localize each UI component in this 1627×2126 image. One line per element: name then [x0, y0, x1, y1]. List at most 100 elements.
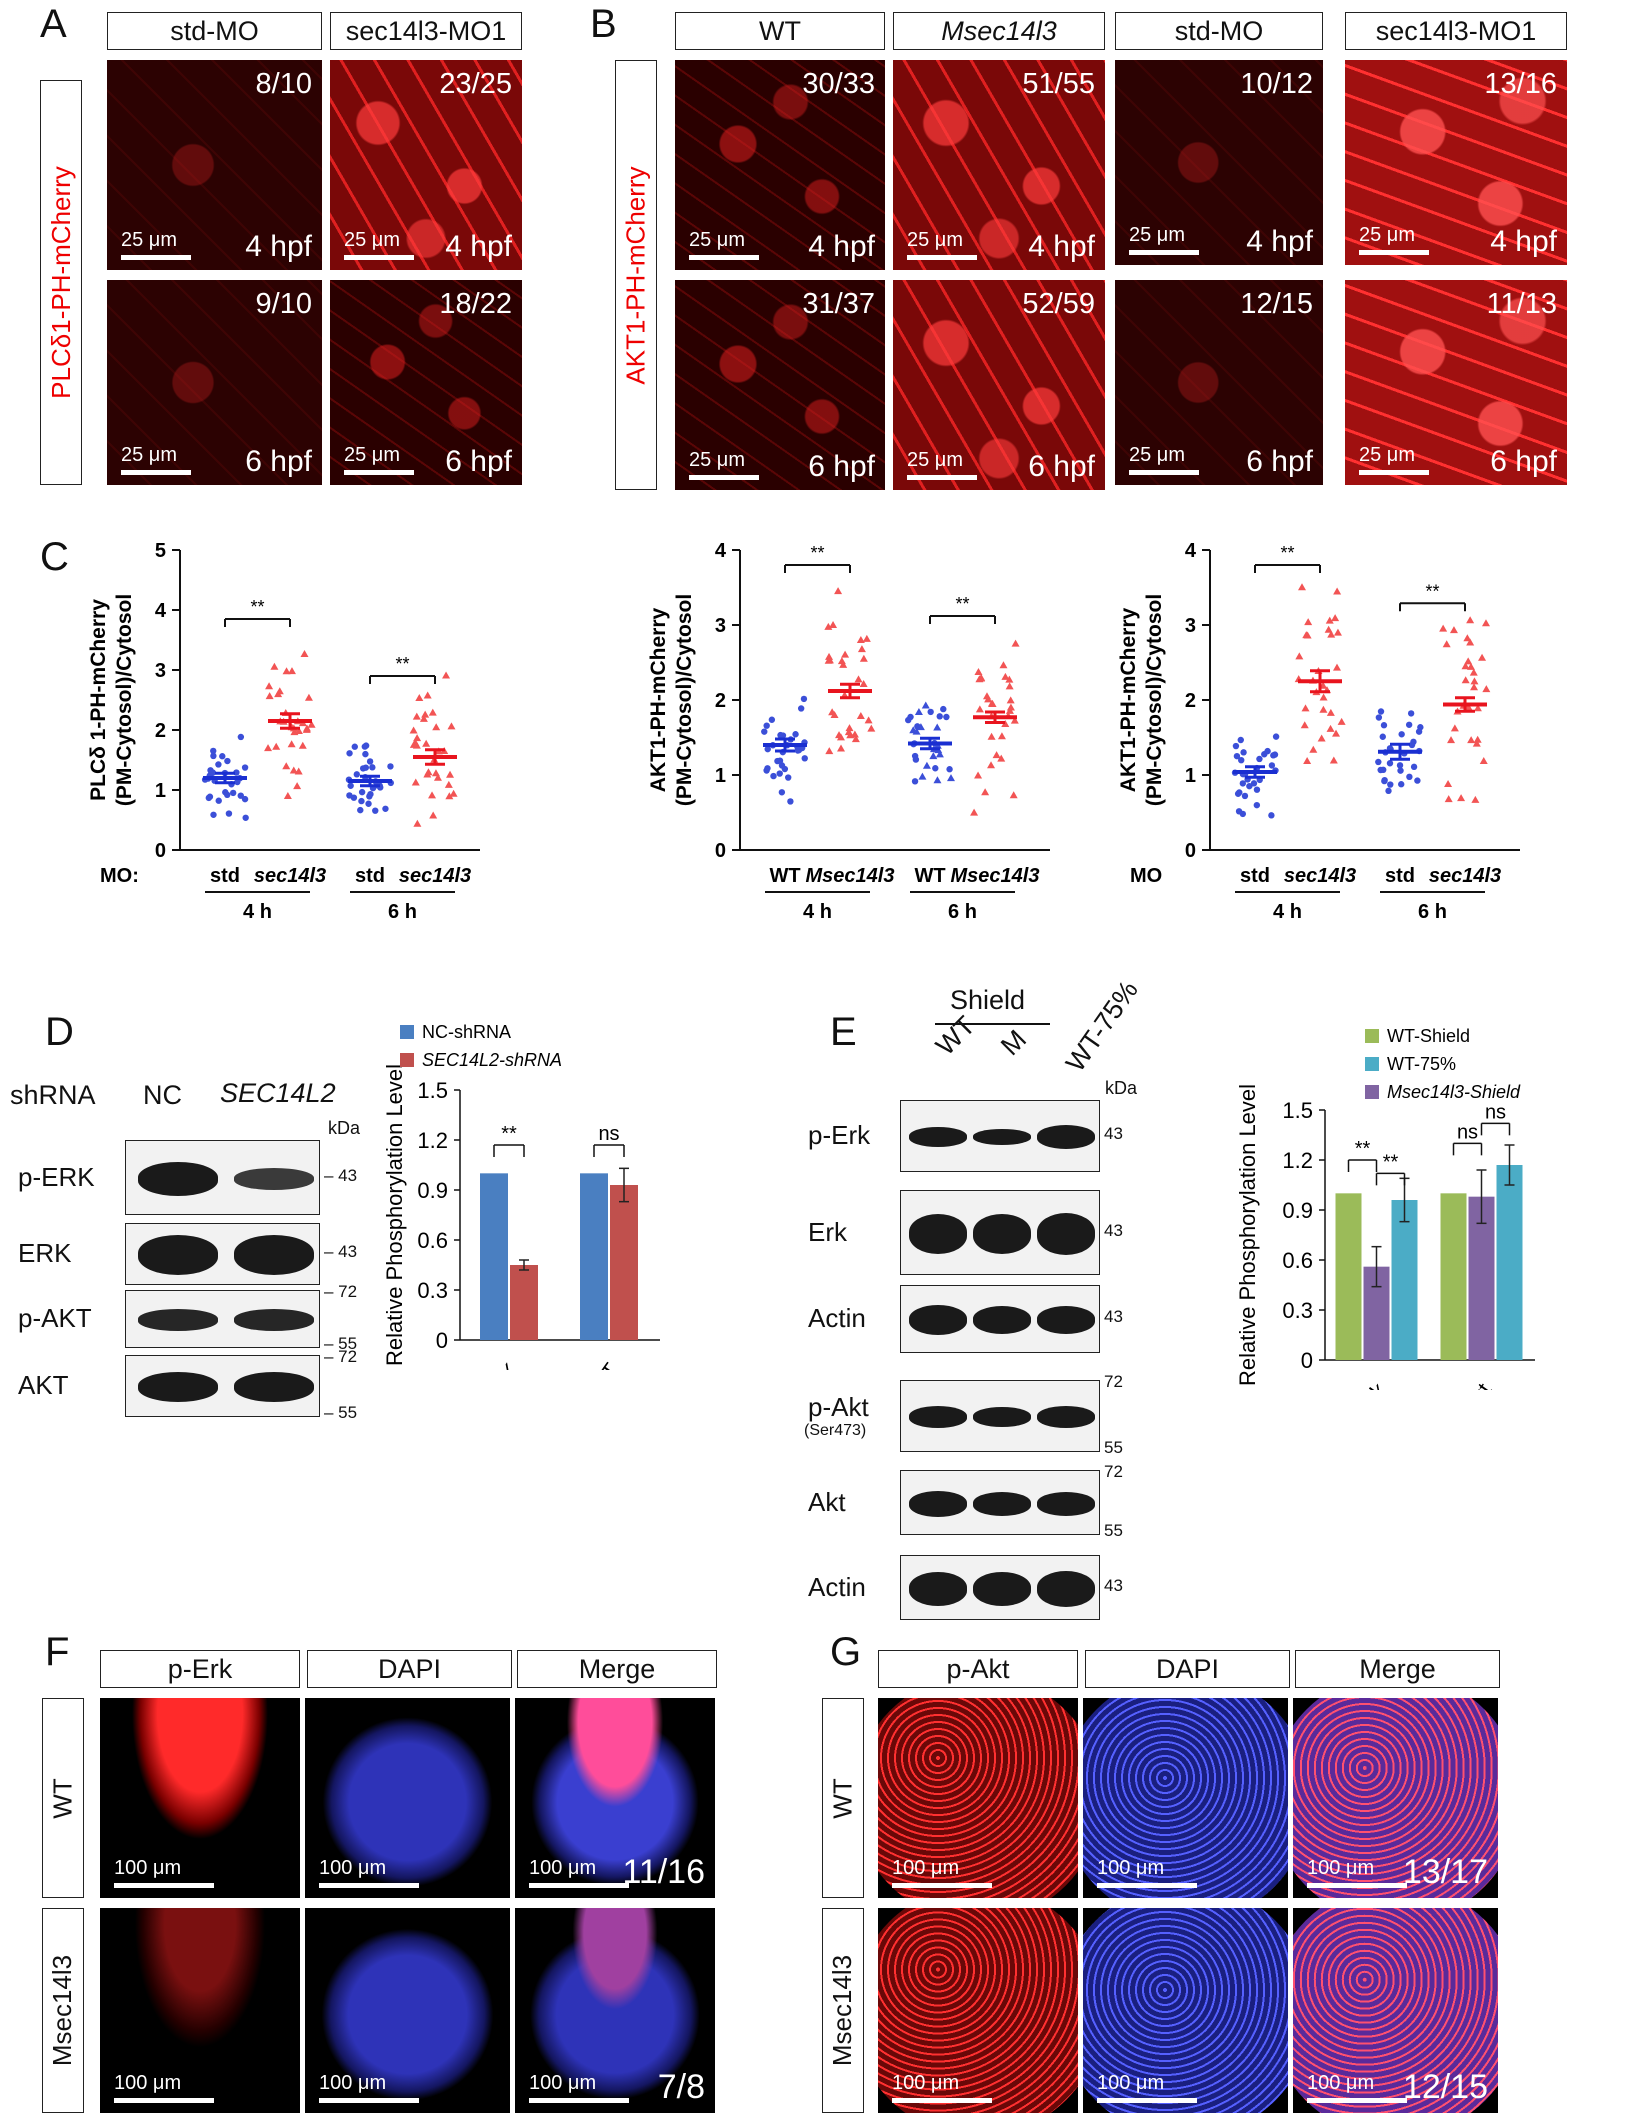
blot-actin	[900, 1285, 1100, 1353]
data-point	[1006, 696, 1015, 704]
data-point	[999, 661, 1008, 669]
data-point	[856, 636, 865, 644]
band	[1037, 1570, 1095, 1607]
data-point	[1415, 728, 1423, 735]
data-point	[229, 789, 237, 797]
y-tick-label: 0	[155, 840, 166, 862]
data-point	[409, 726, 418, 734]
bar	[1391, 1200, 1418, 1360]
data-point	[1386, 760, 1394, 767]
scatter-plot-2: 0 1 2 3 4 AKT1-PH-mCherry (PM-Cytosol)/Cytosol…	[647, 540, 1050, 923]
data-point	[859, 654, 868, 662]
panel-a-row-label: PLCδ1-PH-mCherry	[40, 80, 82, 485]
scale-bar: 25 μm	[121, 444, 191, 475]
embryo-image-merge-wt: 100 μm 13/17	[1293, 1698, 1498, 1898]
panel-f-row-wt: WT	[42, 1698, 84, 1898]
data-point	[1381, 777, 1388, 785]
data-point	[293, 782, 302, 790]
data-point	[1397, 767, 1404, 774]
scale-bar: 100 μm	[1307, 1857, 1407, 1888]
data-point	[933, 776, 942, 784]
data-point	[419, 714, 428, 722]
data-point	[1473, 735, 1482, 743]
time-label: 4 hpf	[1246, 225, 1313, 258]
scale-bar: 25 μm	[344, 444, 414, 475]
data-point	[423, 770, 432, 778]
data-point	[1303, 757, 1312, 765]
scale-bar: 100 μm	[319, 1857, 419, 1888]
data-point	[1298, 583, 1307, 591]
panel-b-image-wt-4h: 30/33 25 μm 4 hpf	[675, 60, 885, 270]
kda-mark: 43	[1104, 1575, 1123, 1595]
data-point	[1410, 763, 1418, 771]
time-label: 6 hpf	[1490, 445, 1557, 478]
data-point	[1482, 685, 1491, 693]
data-point	[362, 764, 370, 771]
data-point	[1250, 780, 1258, 787]
data-point	[237, 733, 245, 741]
data-point	[224, 757, 231, 765]
x-tick-label: p-ERK/ERK	[437, 1358, 524, 1370]
panel-g-col-pakt: p-Akt	[878, 1650, 1078, 1688]
data-point	[1396, 762, 1404, 769]
x-tick-label: std	[1385, 865, 1415, 887]
blot-akt	[125, 1355, 320, 1417]
scale-bar: 100 μm	[892, 1857, 992, 1888]
scale-bar: 25 μm	[121, 229, 191, 260]
scale-bar: 100 μm	[319, 2072, 419, 2103]
data-point	[1337, 717, 1346, 725]
data-point	[800, 695, 808, 703]
blot-actin	[900, 1555, 1100, 1620]
kda-mark: 55	[1104, 1521, 1123, 1540]
data-point	[1380, 722, 1388, 729]
time-label: 6 hpf	[808, 450, 875, 483]
data-point	[830, 711, 839, 719]
band	[1037, 1406, 1095, 1428]
data-point	[1479, 757, 1488, 765]
count-label: 12/15	[1240, 288, 1313, 320]
band	[1037, 1491, 1095, 1516]
count-label: 51/55	[1022, 68, 1095, 100]
data-point	[241, 764, 249, 771]
panel-g-row-msec14l3: Msec14l3	[822, 1908, 864, 2113]
y-tick-label: 1	[715, 765, 726, 787]
embryo-image-merge-mutant: 100 μm 12/15	[1293, 1908, 1498, 2113]
panel-d-bar-chart: 0 0.3 0.6 0.9 1.2 1.5 Relative Phosphorylation…	[382, 1022, 660, 1370]
band	[973, 1491, 1031, 1516]
data-point	[864, 716, 873, 724]
scale-bar: 25 μm	[344, 229, 414, 260]
data-point	[935, 750, 944, 758]
data-point	[922, 761, 931, 769]
band	[234, 1372, 314, 1402]
data-point	[225, 810, 233, 817]
legend-label: WT-75%	[1387, 1054, 1456, 1074]
data-point	[824, 622, 833, 630]
data-point	[974, 771, 983, 779]
sig-label: **	[250, 597, 264, 617]
data-point	[445, 792, 454, 800]
group-label: 4 h	[803, 901, 832, 923]
data-point	[1481, 619, 1490, 627]
band	[1037, 1212, 1095, 1255]
embryo-image-perk-wt: 100 μm	[100, 1698, 300, 1898]
data-point	[801, 755, 808, 762]
panel-d-lane-nc: NC	[143, 1080, 182, 1110]
data-point	[369, 764, 376, 771]
y-tick-label: 1.5	[1282, 1098, 1313, 1123]
x-tick-label: std	[210, 865, 240, 887]
y-tick-label: 0	[436, 1328, 448, 1353]
data-point	[1235, 808, 1243, 815]
data-point	[270, 662, 279, 670]
data-point	[449, 789, 458, 797]
data-point	[283, 792, 292, 800]
y-tick-label: 0	[715, 840, 726, 862]
y-tick-label: 0	[1185, 840, 1196, 862]
count-label: 13/17	[1402, 1853, 1488, 1891]
mo-prefix: MO	[1130, 865, 1162, 887]
blot-label: p-Erk	[808, 1120, 871, 1150]
data-point	[907, 713, 914, 721]
scale-bar: 25 μm	[1129, 444, 1199, 475]
data-point	[304, 693, 313, 701]
data-point	[423, 691, 432, 699]
legend-swatch	[400, 1053, 414, 1067]
